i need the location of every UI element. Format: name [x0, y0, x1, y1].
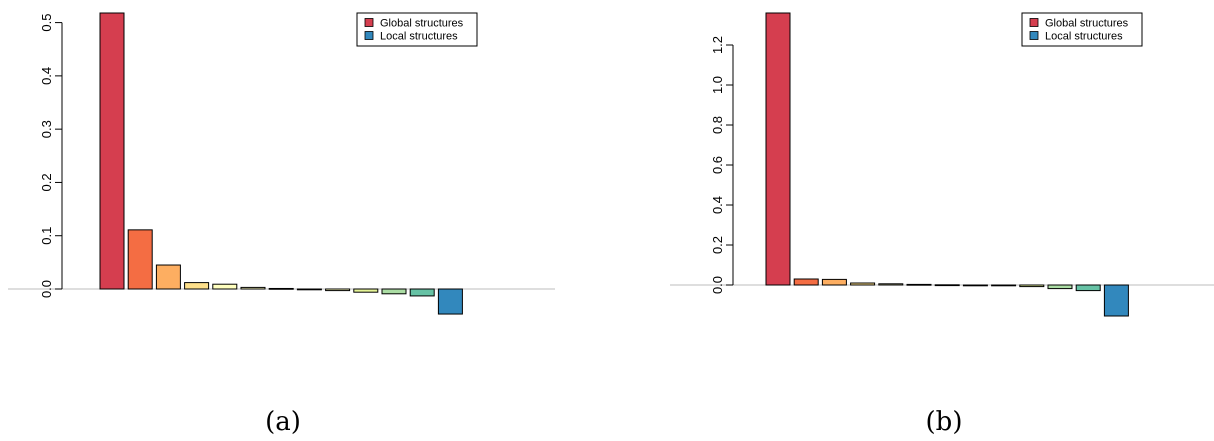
legend-label: Global structures [1045, 18, 1129, 30]
bar [1104, 285, 1128, 316]
y-tick-label: 0.8 [710, 116, 725, 134]
bar [241, 287, 265, 289]
caption-b: (b) [926, 407, 963, 437]
bar [128, 230, 152, 289]
bar [879, 284, 903, 285]
bar [382, 289, 406, 294]
y-tick-label: 0.0 [710, 276, 725, 294]
bar [1076, 285, 1100, 291]
bar [992, 285, 1016, 286]
bar [935, 285, 959, 286]
y-tick-label: 0.0 [39, 280, 54, 298]
legend-swatch [1030, 19, 1038, 27]
bar [297, 289, 321, 290]
y-tick-label: 0.6 [710, 156, 725, 174]
caption-a: (a) [265, 407, 301, 437]
bar [269, 288, 293, 289]
bar [438, 289, 462, 314]
bar [907, 284, 931, 285]
y-tick-label: 0.1 [39, 227, 54, 245]
bar [822, 279, 846, 285]
y-tick-label: 0.3 [39, 120, 54, 138]
legend-label: Local structures [1045, 31, 1123, 43]
y-tick-label: 0.4 [39, 67, 54, 85]
legend-swatch [1030, 32, 1038, 40]
bar [100, 13, 124, 289]
bar [156, 265, 180, 289]
bar [185, 283, 209, 289]
y-tick-label: 0.2 [39, 173, 54, 191]
bar [1048, 285, 1072, 289]
bar [213, 284, 237, 289]
bar [410, 289, 434, 296]
bar [851, 283, 875, 285]
legend-swatch [365, 32, 373, 40]
y-tick-label: 0.2 [710, 236, 725, 254]
bar [963, 285, 987, 286]
bar [1020, 285, 1044, 287]
y-tick-label: 0.4 [710, 196, 725, 214]
chart-panel-a: 0.0 0.1 0.2 0.3 0.4 0.5 Global structuresLocal… [8, 13, 555, 314]
legend-swatch [365, 19, 373, 27]
y-tick-label: 0.5 [39, 14, 54, 32]
bar [354, 289, 378, 292]
bar [326, 289, 350, 291]
y-tick-label: 1.2 [710, 36, 725, 54]
chart-panel-b: 0.0 0.2 0.4 0.6 0.8 1.0 1.2 Global structuresLo… [670, 13, 1214, 316]
legend-label: Local structures [380, 31, 458, 43]
bar [794, 279, 818, 285]
bar [766, 13, 790, 285]
y-tick-label: 1.0 [710, 76, 725, 94]
legend-label: Global structures [380, 18, 464, 30]
